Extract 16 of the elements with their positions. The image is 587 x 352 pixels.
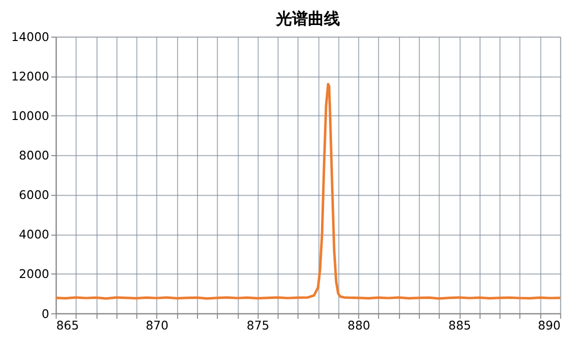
y-tick-label: 10000	[11, 109, 50, 124]
x-tick-label: 875	[246, 318, 270, 333]
y-tick-label: 0	[42, 306, 50, 321]
x-tick-label: 870	[146, 318, 168, 333]
y-tick-label: 8000	[18, 148, 50, 163]
y-tick-label: 6000	[18, 188, 50, 202]
x-tick-label: 865	[56, 318, 79, 333]
x-tick-label: 885	[448, 318, 472, 333]
y-tick-label: 4000	[18, 228, 50, 242]
line-series	[54, 82, 562, 300]
y-tick-label: 14000	[11, 30, 50, 44]
x-tick-label: 880	[347, 318, 370, 333]
x-tick-label: 890	[538, 318, 561, 333]
chart-title: 光谱曲线	[274, 8, 340, 28]
y-tick-label: 12000	[11, 70, 50, 84]
y-tick-label: 2000	[18, 267, 50, 282]
